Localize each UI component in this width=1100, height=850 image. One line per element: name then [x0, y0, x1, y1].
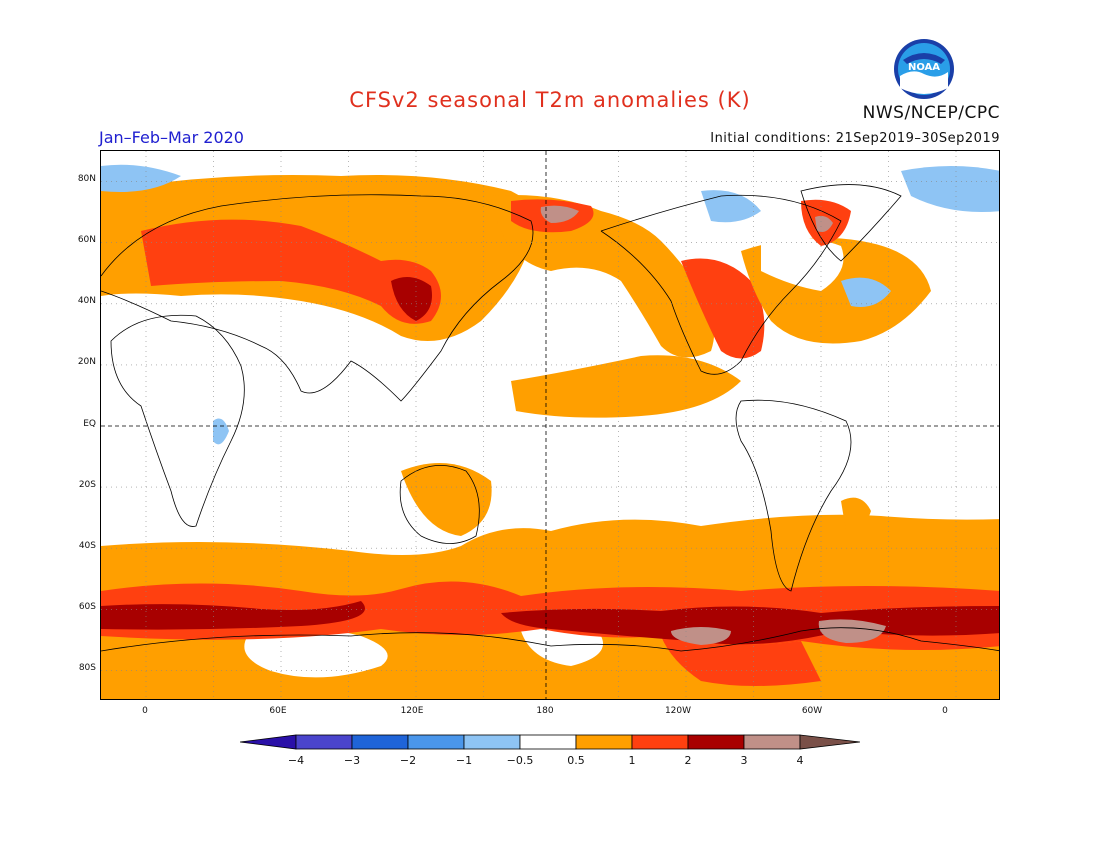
colorbar-label: 4 — [796, 754, 804, 767]
initial-conditions: Initial conditions: 21Sep2019–30Sep2019 — [710, 131, 1000, 146]
coast-eurasia — [101, 194, 534, 402]
reference-lines — [101, 151, 999, 699]
shade-neg-canada — [701, 190, 761, 223]
lon-label-60w: 60W — [801, 706, 823, 716]
shade-neg-arctic-1 — [101, 164, 181, 192]
shade-3-southern — [101, 601, 365, 630]
lat-label-80n: 80N — [77, 174, 96, 184]
lon-label-120w: 120W — [664, 706, 692, 716]
colorbar-label: 1 — [628, 754, 636, 767]
coast-greenland — [800, 184, 902, 262]
shade-2-south-pacific — [661, 636, 821, 686]
shade-neg-africa — [213, 418, 229, 445]
shade-white-antarctica — [244, 627, 388, 678]
lat-label-60n: 60N — [77, 235, 96, 245]
lon-label-0: 0 — [142, 706, 148, 716]
shade-white-namerica — [761, 237, 844, 291]
shade-1-north-pacific — [491, 195, 715, 358]
colorbar — [240, 734, 860, 750]
colorbar-label: 2 — [684, 754, 692, 767]
colorbar-label: −1 — [455, 754, 473, 767]
colorbar-segment-above-4 — [799, 734, 860, 750]
colorbar-segment-neg2 — [351, 734, 409, 750]
coast-namerica — [600, 194, 842, 375]
lon-label-60e: 60E — [269, 706, 287, 716]
colorbar-segment-neg1 — [407, 734, 465, 750]
logo-text: NOAA — [908, 62, 940, 73]
coastlines — [101, 184, 999, 652]
coast-samerica — [735, 399, 852, 592]
lat-label-40s: 40S — [78, 541, 96, 551]
lon-label-0-east: 0 — [942, 706, 948, 716]
coast-antarctica — [101, 627, 999, 652]
colorbar-segment-neg05 — [463, 734, 521, 750]
colorbar-label: 0.5 — [567, 754, 585, 767]
shade-1-eq-pacific — [511, 355, 741, 418]
shade-neg-arctic-2 — [901, 166, 999, 212]
shade-1-samerica — [841, 497, 871, 534]
noaa-logo: NOAA — [894, 39, 954, 99]
colorbar-segment-neg3 — [295, 734, 353, 750]
colorbar-label: −4 — [287, 754, 305, 767]
lon-label-180: 180 — [536, 706, 554, 716]
map-canvas — [101, 151, 999, 699]
chart-title: CFSv2 seasonal T2m anomalies (K) — [349, 88, 751, 112]
shade-3-china — [391, 277, 432, 321]
coast-africa — [110, 314, 245, 527]
lat-label-20s: 20S — [78, 480, 96, 490]
colorbar-segment-neutral — [519, 734, 577, 750]
anomaly-fill — [101, 164, 999, 699]
shade-2-namerica — [681, 258, 765, 359]
lat-label-40n: 40N — [77, 296, 96, 306]
colorbar-segment-below-4 — [240, 734, 297, 750]
shade-3-pacific — [501, 606, 999, 645]
lat-label-60s: 60S — [78, 602, 96, 612]
forecast-period: Jan–Feb–Mar 2020 — [99, 128, 244, 147]
colorbar-label: −0.5 — [506, 754, 534, 767]
shade-4-weddell — [818, 619, 886, 643]
coast-australia — [399, 465, 480, 544]
colorbar-label: −3 — [343, 754, 361, 767]
shade-neg-atlantic — [841, 277, 891, 307]
lon-label-120e: 120E — [400, 706, 424, 716]
colorbar-label: −2 — [399, 754, 417, 767]
colorbar-segment-pos1 — [631, 734, 689, 750]
colorbar-segment-pos3 — [743, 734, 801, 750]
shade-1-australia — [401, 463, 492, 536]
shade-4-alaska — [540, 205, 579, 223]
colorbar-segment-pos2 — [687, 734, 745, 750]
shade-4-greenland — [815, 215, 833, 232]
agency-label: NWS/NCEP/CPC — [862, 103, 1000, 123]
lat-label-80s: 80S — [78, 663, 96, 673]
lat-label-eq: EQ — [83, 419, 96, 429]
shade-white-ross — [521, 627, 603, 666]
colorbar-label: 3 — [740, 754, 748, 767]
colorbar-segment-pos05 — [575, 734, 633, 750]
anomaly-map — [100, 150, 1000, 700]
lat-label-20n: 20N — [77, 357, 96, 367]
shade-2-eurasia — [141, 219, 441, 324]
